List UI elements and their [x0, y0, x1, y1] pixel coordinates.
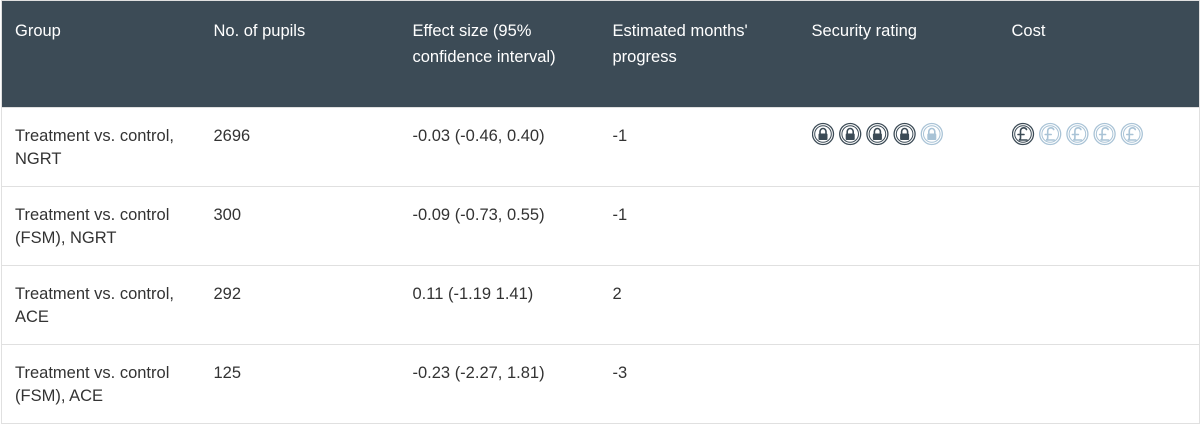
icon-ring	[1038, 122, 1061, 146]
lock-body	[872, 133, 882, 140]
cost-cell	[998, 344, 1200, 424]
security-cell	[798, 186, 999, 266]
table-row: Treatment vs. control (FSM), NGRT 300 -0.0…	[1, 186, 1200, 266]
pound-glyph	[1098, 127, 1109, 141]
table-row: Treatment vs. control (FSM), ACE 125 -0.23…	[1, 344, 1200, 424]
group-cell: Treatment vs. control (FSM), NGRT	[1, 186, 201, 266]
cost-icon	[1120, 122, 1143, 146]
pound-glyph	[1071, 127, 1082, 141]
lock-body	[899, 133, 909, 140]
security-icon	[892, 122, 916, 146]
lock-shackle	[845, 127, 854, 134]
cost-icon	[1065, 122, 1089, 146]
group-cell: Treatment vs. control, ACE	[1, 265, 201, 345]
cost-icon	[1092, 122, 1116, 146]
security-cell	[798, 265, 999, 345]
effect-size-cell: -0.03 (-0.46, 0.40)	[399, 107, 600, 187]
icon-disc	[840, 125, 859, 143]
icon-ring	[865, 122, 889, 146]
icon-ring	[920, 122, 943, 146]
column-header: Effect size (95% confidence interval)	[399, 0, 600, 108]
column-header: Security rating	[798, 0, 999, 108]
cost-icon	[1038, 122, 1061, 146]
security-cell	[798, 344, 999, 424]
effect-size-cell: -0.09 (-0.73, 0.55)	[399, 186, 600, 266]
cost-cell	[998, 186, 1200, 266]
effect-size-cell: -0.23 (-2.27, 1.81)	[399, 344, 600, 424]
security-icon	[838, 122, 861, 146]
cost-icons	[1011, 122, 1143, 146]
icon-disc	[1068, 125, 1086, 143]
icon-disc	[895, 125, 913, 143]
icon-ring	[1092, 122, 1116, 146]
table-body: Treatment vs. control, NGRT 2696 -0.03 (-0…	[1, 107, 1200, 424]
lock-shackle	[900, 127, 908, 134]
icon-ring	[811, 122, 834, 146]
column-header: Cost	[998, 0, 1200, 108]
icon-disc	[922, 125, 941, 143]
icon-ring	[1011, 122, 1034, 146]
lock-shackle	[818, 127, 827, 134]
table-row: Treatment vs. control, ACE 292 0.11 (-1.19…	[1, 265, 1200, 345]
icon-ring	[892, 122, 916, 146]
pupils-cell: 125	[200, 344, 400, 424]
lock-shackle	[927, 127, 936, 134]
column-header: Estimated months' progress	[599, 0, 799, 108]
pound-glyph	[1043, 127, 1055, 141]
pupils-cell: 292	[200, 265, 400, 345]
effect-size-cell: 0.11 (-1.19 1.41)	[399, 265, 600, 345]
pound-glyph	[1125, 127, 1137, 141]
table-row: Treatment vs. control, NGRT 2696 -0.03 (-0…	[1, 107, 1200, 187]
icon-disc	[1040, 125, 1059, 143]
security-cell	[798, 107, 999, 187]
pupils-cell: 300	[200, 186, 400, 266]
pupils-cell: 2696	[200, 107, 400, 187]
header-row: Group No. of pupils Effect size (95% confi…	[1, 0, 1200, 108]
pound-glyph	[1016, 127, 1028, 141]
security-icon	[920, 122, 943, 146]
months-progress-cell: 2	[599, 265, 799, 345]
months-progress-cell: -1	[599, 186, 799, 266]
group-cell: Treatment vs. control (FSM), ACE	[1, 344, 201, 424]
security-icon	[865, 122, 889, 146]
column-header: No. of pupils	[200, 0, 400, 108]
security-icons	[811, 122, 943, 146]
months-progress-cell: -1	[599, 107, 799, 187]
cost-icon	[1011, 122, 1034, 146]
icon-disc	[1013, 125, 1032, 143]
lock-body	[926, 133, 936, 140]
column-header: Group	[1, 0, 201, 108]
table-header: Group No. of pupils Effect size (95% confi…	[1, 0, 1200, 108]
security-icon	[811, 122, 834, 146]
cost-cell	[998, 265, 1200, 345]
group-cell: Treatment vs. control, NGRT	[1, 107, 201, 187]
months-progress-cell: -3	[599, 344, 799, 424]
lock-body	[818, 133, 827, 140]
icon-disc	[868, 125, 886, 143]
lock-shackle	[873, 127, 881, 134]
icon-disc	[813, 125, 832, 143]
icon-disc	[1122, 125, 1141, 143]
lock-body	[845, 133, 855, 140]
cost-cell	[998, 107, 1200, 187]
icon-disc	[1095, 125, 1113, 143]
icon-ring	[1120, 122, 1143, 146]
icon-ring	[1065, 122, 1089, 146]
icon-ring	[838, 122, 861, 146]
